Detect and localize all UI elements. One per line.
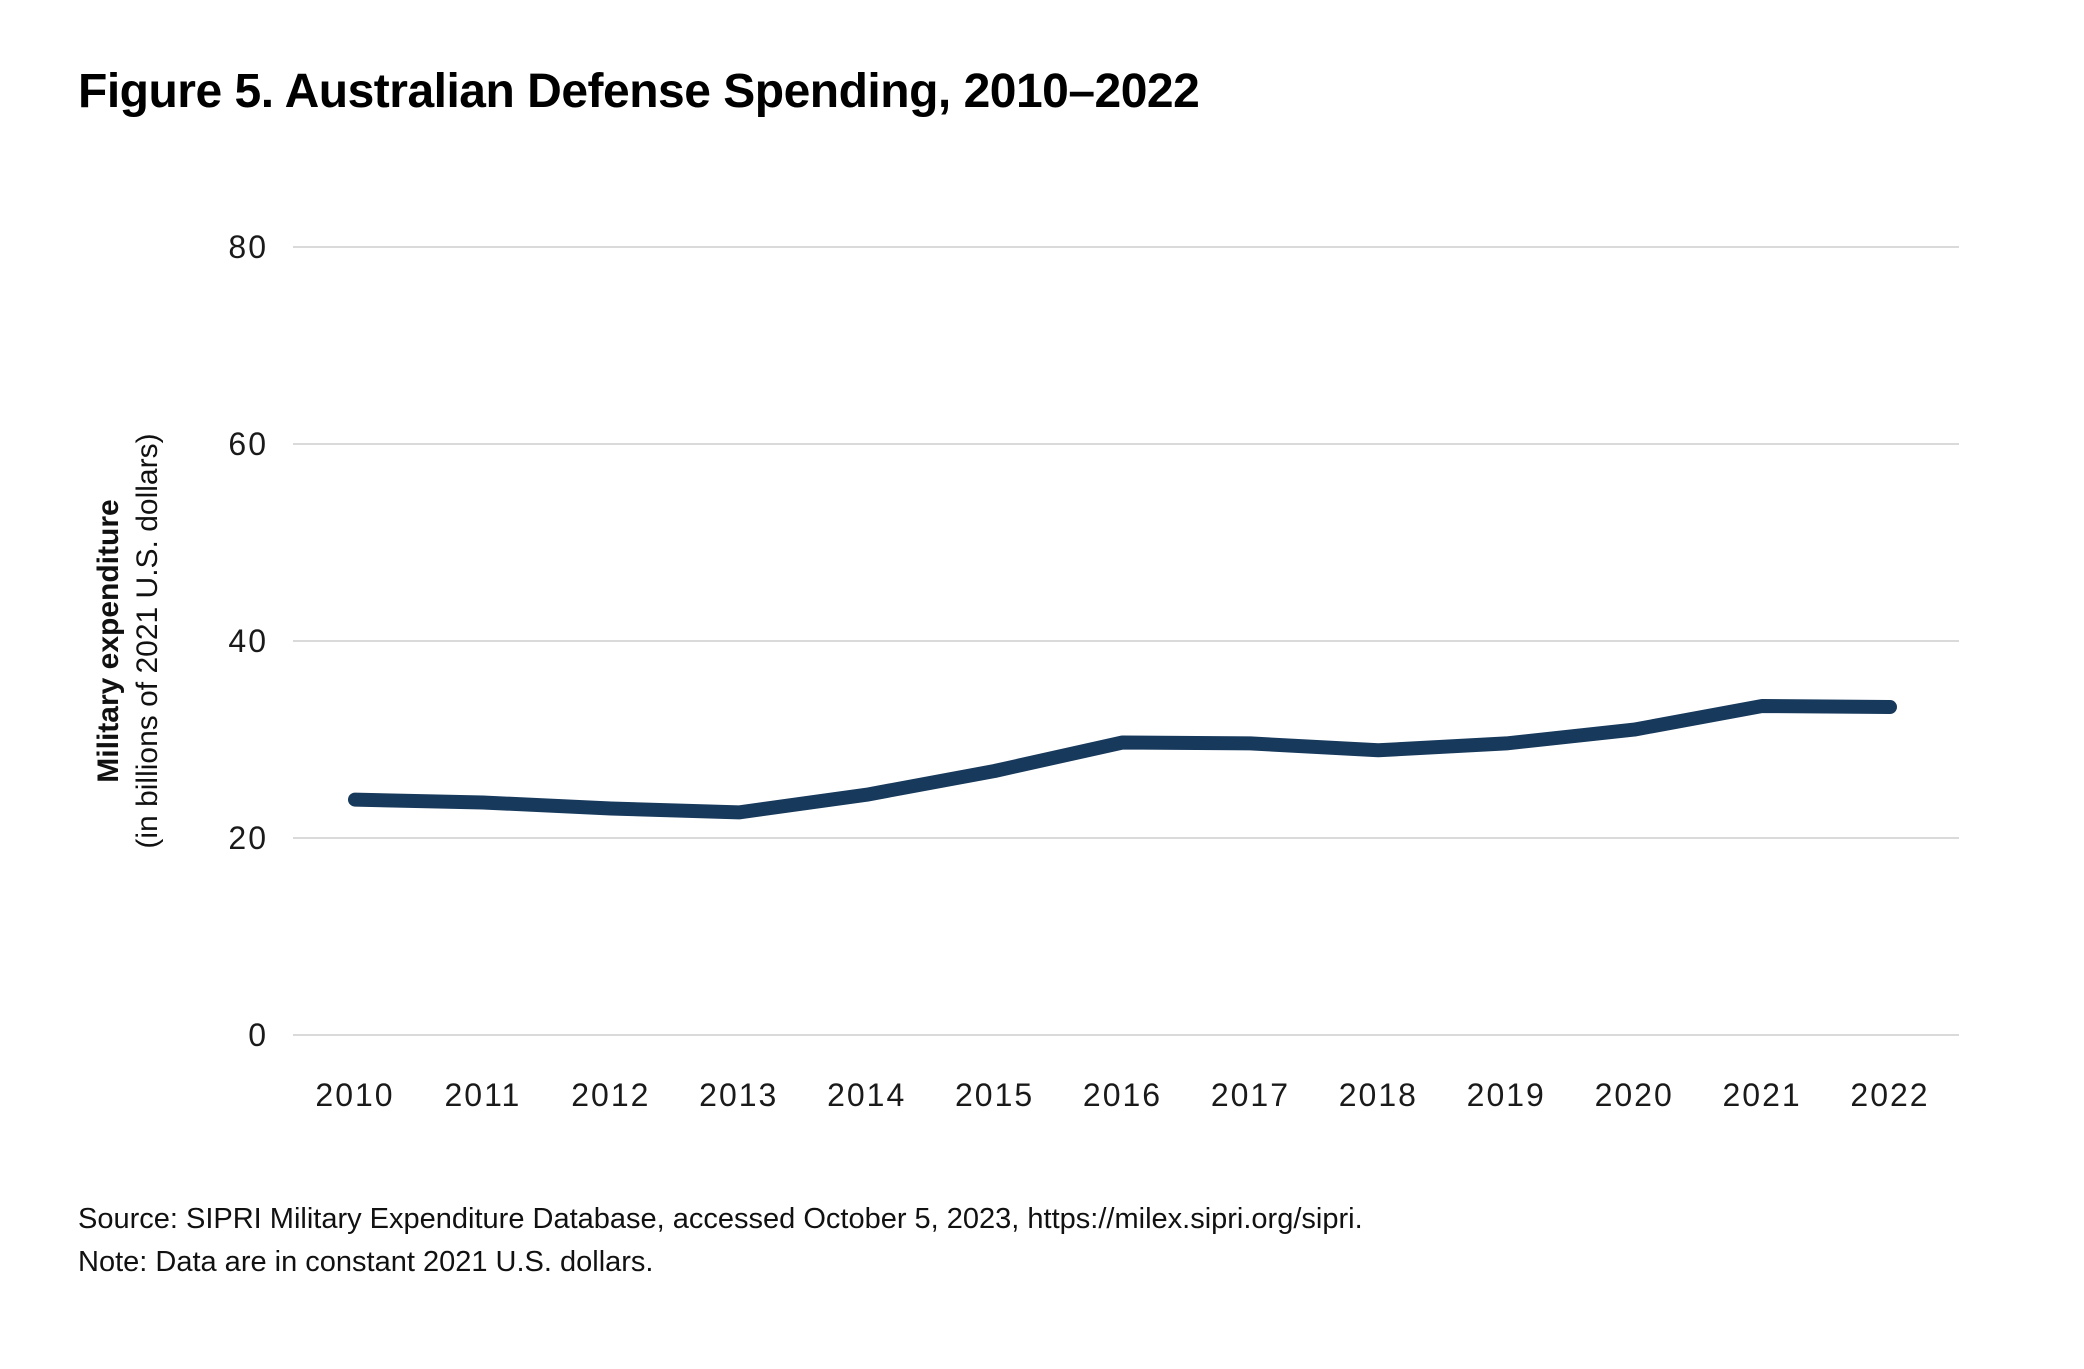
y-tick-label-80: 80: [228, 229, 268, 265]
y-tick-label-20: 20: [228, 820, 268, 856]
x-tick-label-2015: 2015: [955, 1077, 1034, 1113]
y-tick-label-60: 60: [228, 426, 268, 462]
x-tick-label-2013: 2013: [699, 1077, 778, 1113]
x-tick-label-2016: 2016: [1083, 1077, 1162, 1113]
note-text: Note: Data are in constant 2021 U.S. dol…: [78, 1246, 654, 1278]
x-tick-label-2018: 2018: [1339, 1077, 1418, 1113]
x-tick-label-2019: 2019: [1467, 1077, 1546, 1113]
x-tick-label-2022: 2022: [1850, 1077, 1929, 1113]
x-tick-label-2020: 2020: [1595, 1077, 1674, 1113]
x-tick-label-2011: 2011: [445, 1077, 522, 1113]
x-tick-label-2017: 2017: [1211, 1077, 1290, 1113]
gridlines: [293, 246, 1959, 1036]
source-text: Source: SIPRI Military Expenditure Datab…: [78, 1203, 1363, 1235]
y-axis-tick-labels: 0 20 40 60 80: [228, 229, 268, 1053]
y-tick-label-40: 40: [228, 623, 268, 659]
spending-line: [348, 699, 1897, 820]
x-tick-label-2010: 2010: [315, 1077, 394, 1113]
x-tick-label-2014: 2014: [827, 1077, 906, 1113]
x-tick-label-2021: 2021: [1722, 1077, 1801, 1113]
figure-title: Figure 5. Australian Defense Spending, 2…: [78, 65, 1200, 118]
x-axis-tick-labels: 2010 2011 2012 2013 2014 2015 2016 2017 2018 2019…: [315, 1077, 1929, 1113]
y-tick-label-0: 0: [248, 1017, 268, 1053]
x-tick-label-2012: 2012: [571, 1077, 650, 1113]
series-group: [348, 699, 1897, 820]
